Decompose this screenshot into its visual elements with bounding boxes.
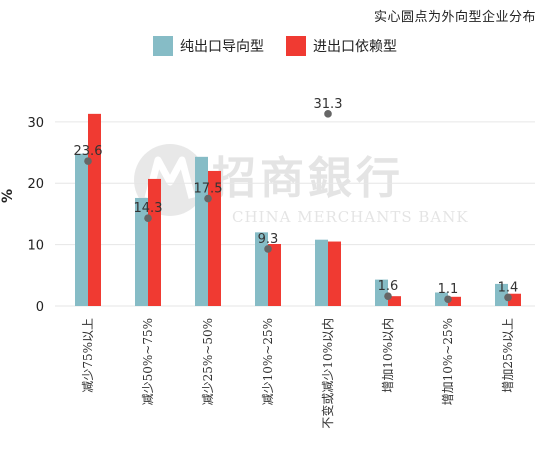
bar-series-1: [75, 153, 88, 306]
bar-series-2: [268, 243, 281, 306]
bar-series-2: [448, 296, 461, 306]
point-marker: [444, 295, 452, 304]
y-tick-label: 0: [36, 300, 44, 315]
point-marker: [384, 292, 392, 300]
point-marker: [84, 157, 92, 165]
x-tick-label: 减少50%~75%: [141, 318, 155, 405]
x-tick-label: 增加25%以上: [501, 318, 515, 393]
legend-label-series-1: 纯出口导向型: [180, 39, 264, 55]
watermark: 招商銀行 CHINA MERCHANTS BANK: [134, 144, 469, 226]
bar-series-1: [135, 197, 148, 306]
y-tick-label: 20: [27, 177, 44, 192]
bar-series-1: [315, 239, 328, 306]
point-marker: [324, 110, 332, 118]
y-tick-label: 10: [27, 239, 44, 254]
x-tick-label: 增加10%~25%: [441, 318, 455, 405]
bar-series-1: [435, 292, 448, 306]
point-label: 14.3: [134, 201, 163, 216]
bar-series-2: [88, 113, 101, 306]
points: 23.6 14.3 17.5 9.3 31.3 1.6 1.1 1.4: [74, 97, 519, 304]
legend-swatch-series-2: [286, 36, 306, 56]
point-label: 23.6: [74, 144, 103, 159]
legend: 纯出口导向型 进出口依赖型: [0, 36, 550, 56]
x-tick-label: 减少25%~50%: [201, 318, 215, 405]
y-tick-label: 30: [27, 116, 44, 131]
point-label: 1.4: [498, 280, 519, 295]
point-label: 1.6: [378, 279, 399, 294]
legend-item-series-1: 纯出口导向型: [153, 36, 264, 56]
chart-annotation: 实心圆点为外向型企业分布: [373, 10, 536, 25]
point-label: 1.1: [438, 282, 459, 297]
watermark-brand-cn: 招商銀行: [212, 153, 404, 204]
bar-series-1: [375, 279, 388, 306]
point-marker: [504, 293, 512, 302]
point-marker: [144, 214, 152, 223]
bar-series-2: [328, 241, 341, 306]
point-label: 31.3: [314, 97, 343, 112]
x-tick-label: 增加10%以内: [381, 318, 395, 393]
bar-series-2: [388, 296, 401, 306]
legend-swatch-series-1: [153, 36, 173, 56]
bar-series-1: [195, 156, 208, 306]
watermark-brand-en: CHINA MERCHANTS BANK: [232, 208, 469, 226]
legend-label-series-2: 进出口依赖型: [313, 39, 397, 55]
point-label: 9.3: [258, 232, 279, 247]
point-label: 17.5: [194, 182, 223, 197]
bar-series-1: [495, 283, 508, 306]
point-marker: [264, 245, 272, 253]
bar-series-2: [208, 170, 221, 306]
x-axis-ticks: 减少75%以上 减少50%~75% 减少25%~50% 减少10%~25% 不变或减少1…: [81, 318, 515, 429]
point-marker: [204, 194, 212, 203]
y-axis-label: %: [0, 189, 16, 203]
y-axis-ticks: 0 10 20 30: [27, 116, 44, 315]
bars: [75, 113, 521, 306]
x-tick-label: 减少75%以上: [81, 318, 95, 393]
watermark-logo-mark-icon: [144, 156, 196, 199]
x-tick-label: 不变或减少10%以内: [320, 318, 335, 429]
legend-item-series-2: 进出口依赖型: [286, 36, 397, 56]
x-tick-label: 减少10%~25%: [261, 318, 275, 405]
bar-series-2: [148, 178, 161, 306]
